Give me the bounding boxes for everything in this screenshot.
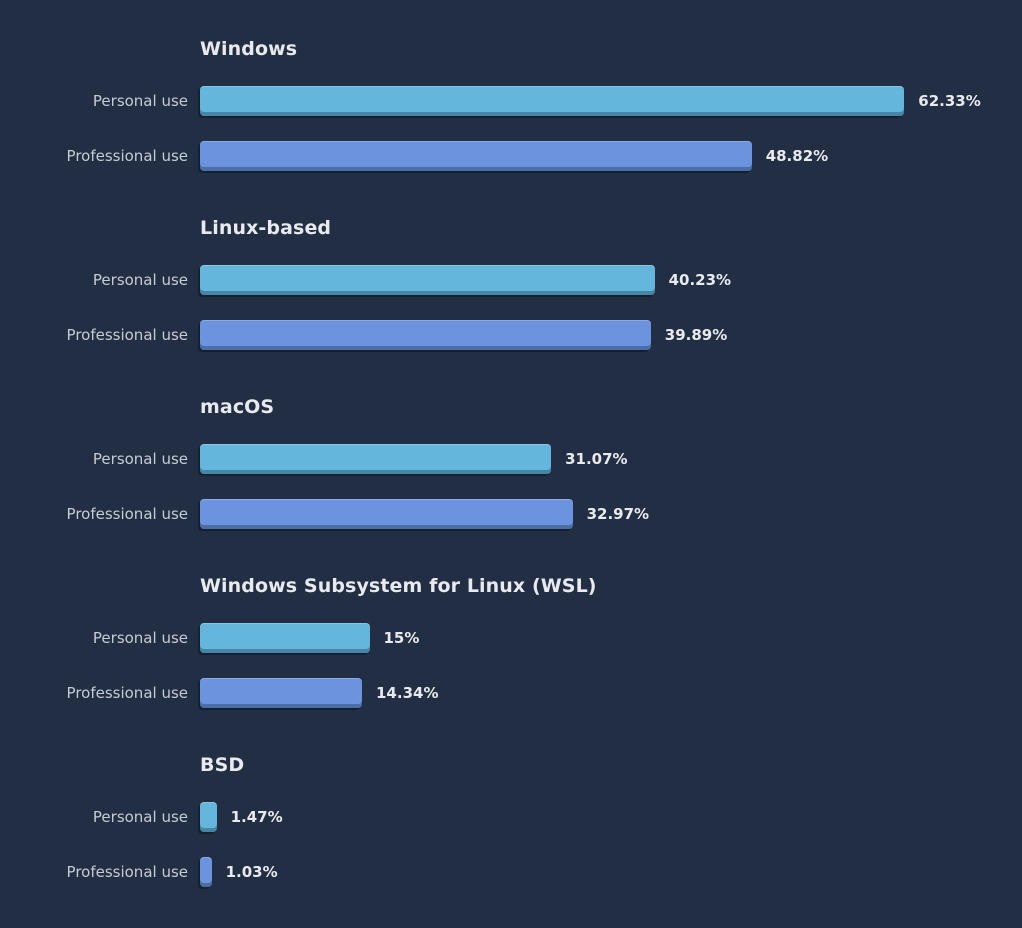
bar-row-personal: Personal use 1.47% — [0, 802, 1022, 832]
bar-track — [200, 678, 362, 708]
bar-track — [200, 86, 905, 116]
bar-track — [200, 320, 651, 350]
os-group-windows: Windows Personal use 62.33% Professional… — [0, 37, 1022, 171]
bar-track — [200, 499, 573, 529]
os-group-macos: macOS Personal use 31.07% Professional u… — [0, 395, 1022, 529]
group-title: Linux-based — [200, 217, 332, 239]
bar-professional-use — [200, 857, 212, 887]
bar-professional-use — [200, 499, 573, 529]
bar-row-personal: Personal use 15% — [0, 623, 1022, 653]
bar-row-professional: Professional use 39.89% — [0, 320, 1022, 350]
bar-value-label: 31.07% — [565, 450, 628, 468]
bar-value-label: 1.03% — [225, 863, 278, 881]
bar-personal-use — [200, 265, 655, 295]
bar-row-personal: Personal use 62.33% — [0, 86, 1022, 116]
bar-row-professional: Professional use 48.82% — [0, 141, 1022, 171]
bar-row-professional: Professional use 14.34% — [0, 678, 1022, 708]
row-label-professional-use: Professional use — [66, 863, 188, 881]
row-label-personal-use: Personal use — [92, 629, 188, 647]
bar-track — [200, 802, 217, 832]
row-label-professional-use: Professional use — [66, 505, 188, 523]
bar-professional-use — [200, 141, 752, 171]
bar-personal-use — [200, 86, 905, 116]
bar-professional-use — [200, 678, 362, 708]
bar-row-personal: Personal use 40.23% — [0, 265, 1022, 295]
bar-value-label: 32.97% — [586, 505, 650, 523]
row-label-professional-use: Professional use — [66, 326, 188, 344]
bar-track — [200, 444, 552, 474]
bar-value-label: 15% — [383, 629, 420, 647]
bar-track — [200, 857, 212, 887]
bar-row-professional: Professional use 32.97% — [0, 499, 1022, 529]
bar-value-label: 1.47% — [230, 808, 283, 826]
row-label-personal-use: Personal use — [92, 808, 188, 826]
group-title: Windows — [200, 38, 298, 60]
bar-personal-use — [200, 623, 370, 653]
bar-personal-use — [200, 444, 552, 474]
bar-row-personal: Personal use 31.07% — [0, 444, 1022, 474]
bar-value-label: 14.34% — [376, 684, 439, 702]
os-group-bsd: BSD Personal use 1.47% Professional use … — [0, 753, 1022, 887]
bar-professional-use — [200, 320, 651, 350]
bar-personal-use — [200, 802, 217, 832]
bar-value-label: 48.82% — [765, 147, 829, 165]
os-group-linux-based: Linux-based Personal use 40.23% Professi… — [0, 216, 1022, 350]
row-label-personal-use: Personal use — [92, 271, 188, 289]
group-title: macOS — [200, 396, 275, 418]
os-group-wsl: Windows Subsystem for Linux (WSL) Person… — [0, 574, 1022, 708]
bar-value-label: 40.23% — [668, 271, 732, 289]
row-label-personal-use: Personal use — [92, 92, 188, 110]
row-label-professional-use: Professional use — [66, 147, 188, 165]
group-title: BSD — [200, 754, 245, 776]
group-title: Windows Subsystem for Linux (WSL) — [200, 575, 597, 597]
bar-track — [200, 265, 655, 295]
bar-row-professional: Professional use 1.03% — [0, 857, 1022, 887]
row-label-professional-use: Professional use — [66, 684, 188, 702]
bar-track — [200, 623, 370, 653]
bar-value-label: 39.89% — [664, 326, 728, 344]
row-label-personal-use: Personal use — [92, 450, 188, 468]
bar-value-label: 62.33% — [918, 92, 981, 110]
bar-track — [200, 141, 752, 171]
